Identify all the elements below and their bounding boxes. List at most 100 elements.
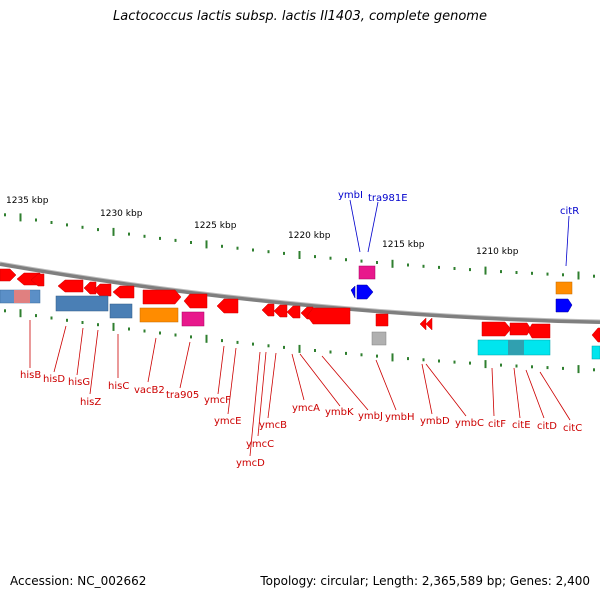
scale-ticks [4,213,595,280]
ruler-labels: 1235 kbp 1230 kbp 1225 kbp 1220 kbp 1215… [6,196,519,257]
label-ymcA: ymcA [292,403,320,414]
tick-mark [438,359,440,363]
tick-mark [314,349,316,352]
tick-mark [236,340,239,344]
tick-mark [50,221,53,224]
gene-ymbJ [375,313,389,327]
tick-mark [252,342,254,346]
tick-mark [376,261,378,264]
genome-backbone [0,262,600,324]
tick-mark [562,273,564,277]
ruler-label-1225: 1225 kbp [194,221,237,231]
reverse-genes [350,284,573,313]
tick-mark [515,271,518,274]
label-citR: citR [560,206,579,217]
tick-mark [66,318,68,322]
gene-ymbD [419,317,427,331]
tick-mark [422,358,425,362]
tick-mark [360,353,363,357]
gene-vacB2 [142,289,182,305]
label-ymbD: ymbD [420,416,450,427]
tick-mark [531,365,533,369]
label-ymbJ: ymbJ [358,411,383,422]
tick-mark [391,259,394,268]
tick-mark [484,360,487,369]
tick-mark [81,225,84,229]
gene-ymcD [273,304,288,318]
tick-mark [546,366,549,370]
gene-his-extra2 [112,285,135,299]
label-ymcF: ymcF [204,395,231,406]
tick-mark [422,264,425,268]
tick-mark [4,213,6,217]
tick-mark [577,365,580,374]
feature-box-right [591,345,600,360]
tick-mark [112,322,115,331]
tick-mark [221,339,223,343]
tick-mark [174,238,177,242]
tick-mark [531,271,533,275]
tick-mark [159,331,161,335]
feature-labels: ymbI tra981E citR [338,190,579,217]
label-vacB2: vacB2 [134,385,165,396]
tick-mark [50,316,53,320]
gene-ymcF [216,298,239,314]
tick-mark [236,246,239,250]
tick-mark [267,250,270,254]
gene-citE [509,322,532,336]
feature-box-hisC [109,303,133,319]
tick-mark [453,267,456,270]
gene-ymbI [356,284,374,300]
tick-mark [515,364,518,368]
tick-mark [143,329,146,333]
feature-box-citR [555,281,573,295]
tick-mark [298,344,301,353]
tick-mark [221,244,223,248]
gene-ymcE [261,303,275,317]
tick-mark [469,268,471,272]
feature-box-vacB2 [139,307,179,323]
gene-ymbC [425,317,433,331]
tick-mark [329,350,332,354]
label-ymbI: ymbI [338,190,363,201]
label-hisZ: hisZ [80,397,101,408]
tick-mark [35,314,37,318]
tick-mark [190,241,192,244]
tick-mark [35,218,37,222]
label-hisC: hisC [108,381,129,392]
tick-mark [19,309,22,318]
feature-box-tra905 [181,311,205,327]
lower-scale-ticks [4,309,595,374]
label-citF: citF [488,419,506,430]
label-ymbH: ymbH [385,412,415,423]
tick-mark [329,256,332,260]
label-tra905: tra905 [166,390,199,401]
tick-mark [97,228,99,232]
label-tra981E: tra981E [368,193,408,204]
feature-box-cit-dark [508,340,524,355]
tick-mark [298,251,301,259]
leader-lines [29,320,571,457]
gene-hisG [30,273,45,287]
tick-mark [97,323,99,327]
label-citC: citC [563,423,582,434]
gene-tra905 [183,293,208,309]
tick-mark [128,327,130,331]
tick-mark [484,266,487,275]
label-ymbC: ymbC [455,418,484,429]
tick-mark [205,334,208,343]
tick-mark [4,309,6,313]
tick-mark [283,345,285,349]
label-ymbK: ymbK [325,407,354,418]
tick-mark [283,251,285,255]
gene-labels: hisB hisD hisG hisZ hisC vacB2 tra905 ym… [20,370,582,469]
tick-mark [376,354,378,358]
tick-mark [19,213,22,222]
label-hisB: hisB [20,370,41,381]
tick-mark [159,236,161,240]
tick-mark [500,363,502,367]
tick-mark [546,272,549,276]
tick-mark [407,263,409,267]
tick-mark [593,274,595,278]
